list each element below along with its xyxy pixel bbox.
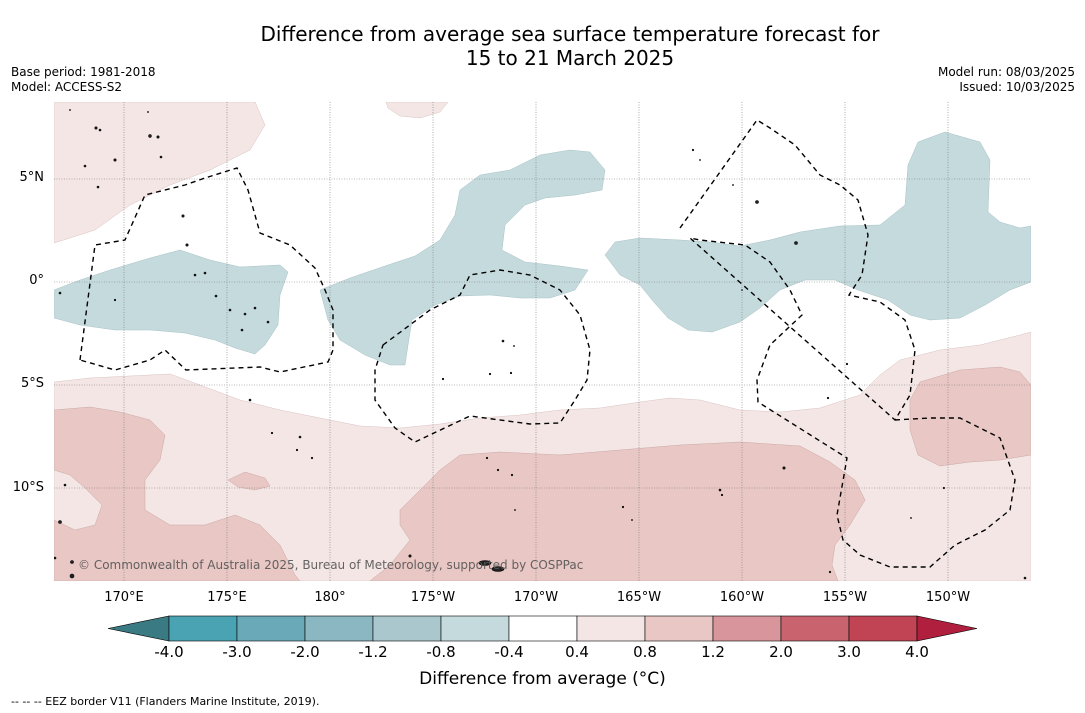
colorbar-tick: -3.0 [222, 643, 252, 661]
warm-anomaly-region-strong [54, 406, 301, 581]
colorbar-segment [508, 615, 578, 642]
longitude-label: 175°W [410, 590, 456, 605]
base-period-label: Base period: 1981-2018 [11, 65, 156, 79]
longitude-label: 175°E [207, 590, 247, 605]
colorbar-segment [712, 615, 782, 642]
warm-anomaly-region [54, 102, 266, 244]
latitude-label: 0° [29, 273, 44, 288]
map-title-line1: Difference from average sea surface temp… [260, 22, 880, 46]
longitude-label: 155°W [822, 590, 868, 605]
colorbar-tick: -1.2 [358, 643, 388, 661]
latitude-label: 5°N [19, 170, 45, 185]
model-run-label: Model run: 08/03/2025 [937, 65, 1075, 79]
colorbar-tick: -4.0 [154, 643, 184, 661]
longitude-label: 180° [314, 590, 346, 605]
colorbar-segment [236, 615, 306, 642]
longitude-label: 160°W [719, 590, 765, 605]
colorbar-tick: 4.0 [905, 643, 929, 661]
map-plot-area [54, 102, 1031, 581]
colorbar-tick: 3.0 [837, 643, 861, 661]
longitude-label: 170°E [104, 590, 144, 605]
cool-anomaly-region [54, 249, 289, 355]
colorbar-tick: 1.2 [701, 643, 725, 661]
colorbar-segment [848, 615, 918, 642]
colorbar-tick: -0.4 [494, 643, 524, 661]
latitude-label: 10°S [12, 480, 44, 495]
colorbar-extension-low [107, 615, 170, 642]
issued-label: Issued: 10/03/2025 [959, 80, 1075, 94]
warm-anomaly-region [385, 102, 449, 119]
meta-right: Model run: 08/03/2025 Issued: 10/03/2025 [938, 65, 1075, 95]
eez-borders [79, 119, 1016, 568]
colorbar-segment [576, 615, 646, 642]
colorbar-segment [168, 615, 238, 642]
colorbar-segment [644, 615, 714, 642]
meta-left: Base period: 1981-2018 Model: ACCESS-S2 [11, 65, 156, 95]
colorbar-tick: -2.0 [290, 643, 320, 661]
warm-anomaly-region-strong [369, 441, 866, 581]
map-title-line2: 15 to 21 March 2025 [465, 46, 675, 70]
longitude-label: 170°W [513, 590, 559, 605]
model-label: Model: ACCESS-S2 [11, 80, 123, 94]
cool-anomaly-region [319, 149, 606, 366]
colorbar-title: Difference from average (°C) [419, 669, 666, 689]
colorbar-tick: 0.4 [565, 643, 589, 661]
colorbar-extension-high [916, 615, 978, 642]
latitude-label: 5°S [20, 376, 44, 391]
warm-anomaly-region-strong [227, 471, 271, 491]
colorbar-tick: -0.8 [426, 643, 456, 661]
longitude-label: 165°W [616, 590, 662, 605]
colorbar-tick: 0.8 [633, 643, 657, 661]
colorbar-segment [780, 615, 850, 642]
colorbar-tick: 2.0 [769, 643, 793, 661]
colorbar-segment [304, 615, 374, 642]
colorbar-segment [440, 615, 510, 642]
colorbar [107, 615, 978, 642]
warm-anomaly-region-strong [909, 366, 1031, 467]
copyright-notice: © Commonwealth of Australia 2025, Bureau… [78, 558, 584, 572]
colorbar-segment [372, 615, 442, 642]
islands [54, 109, 1027, 580]
eez-legend-note: -- -- -- EEZ border V11 (Flanders Marine… [11, 695, 320, 708]
longitude-label: 150°W [925, 590, 971, 605]
